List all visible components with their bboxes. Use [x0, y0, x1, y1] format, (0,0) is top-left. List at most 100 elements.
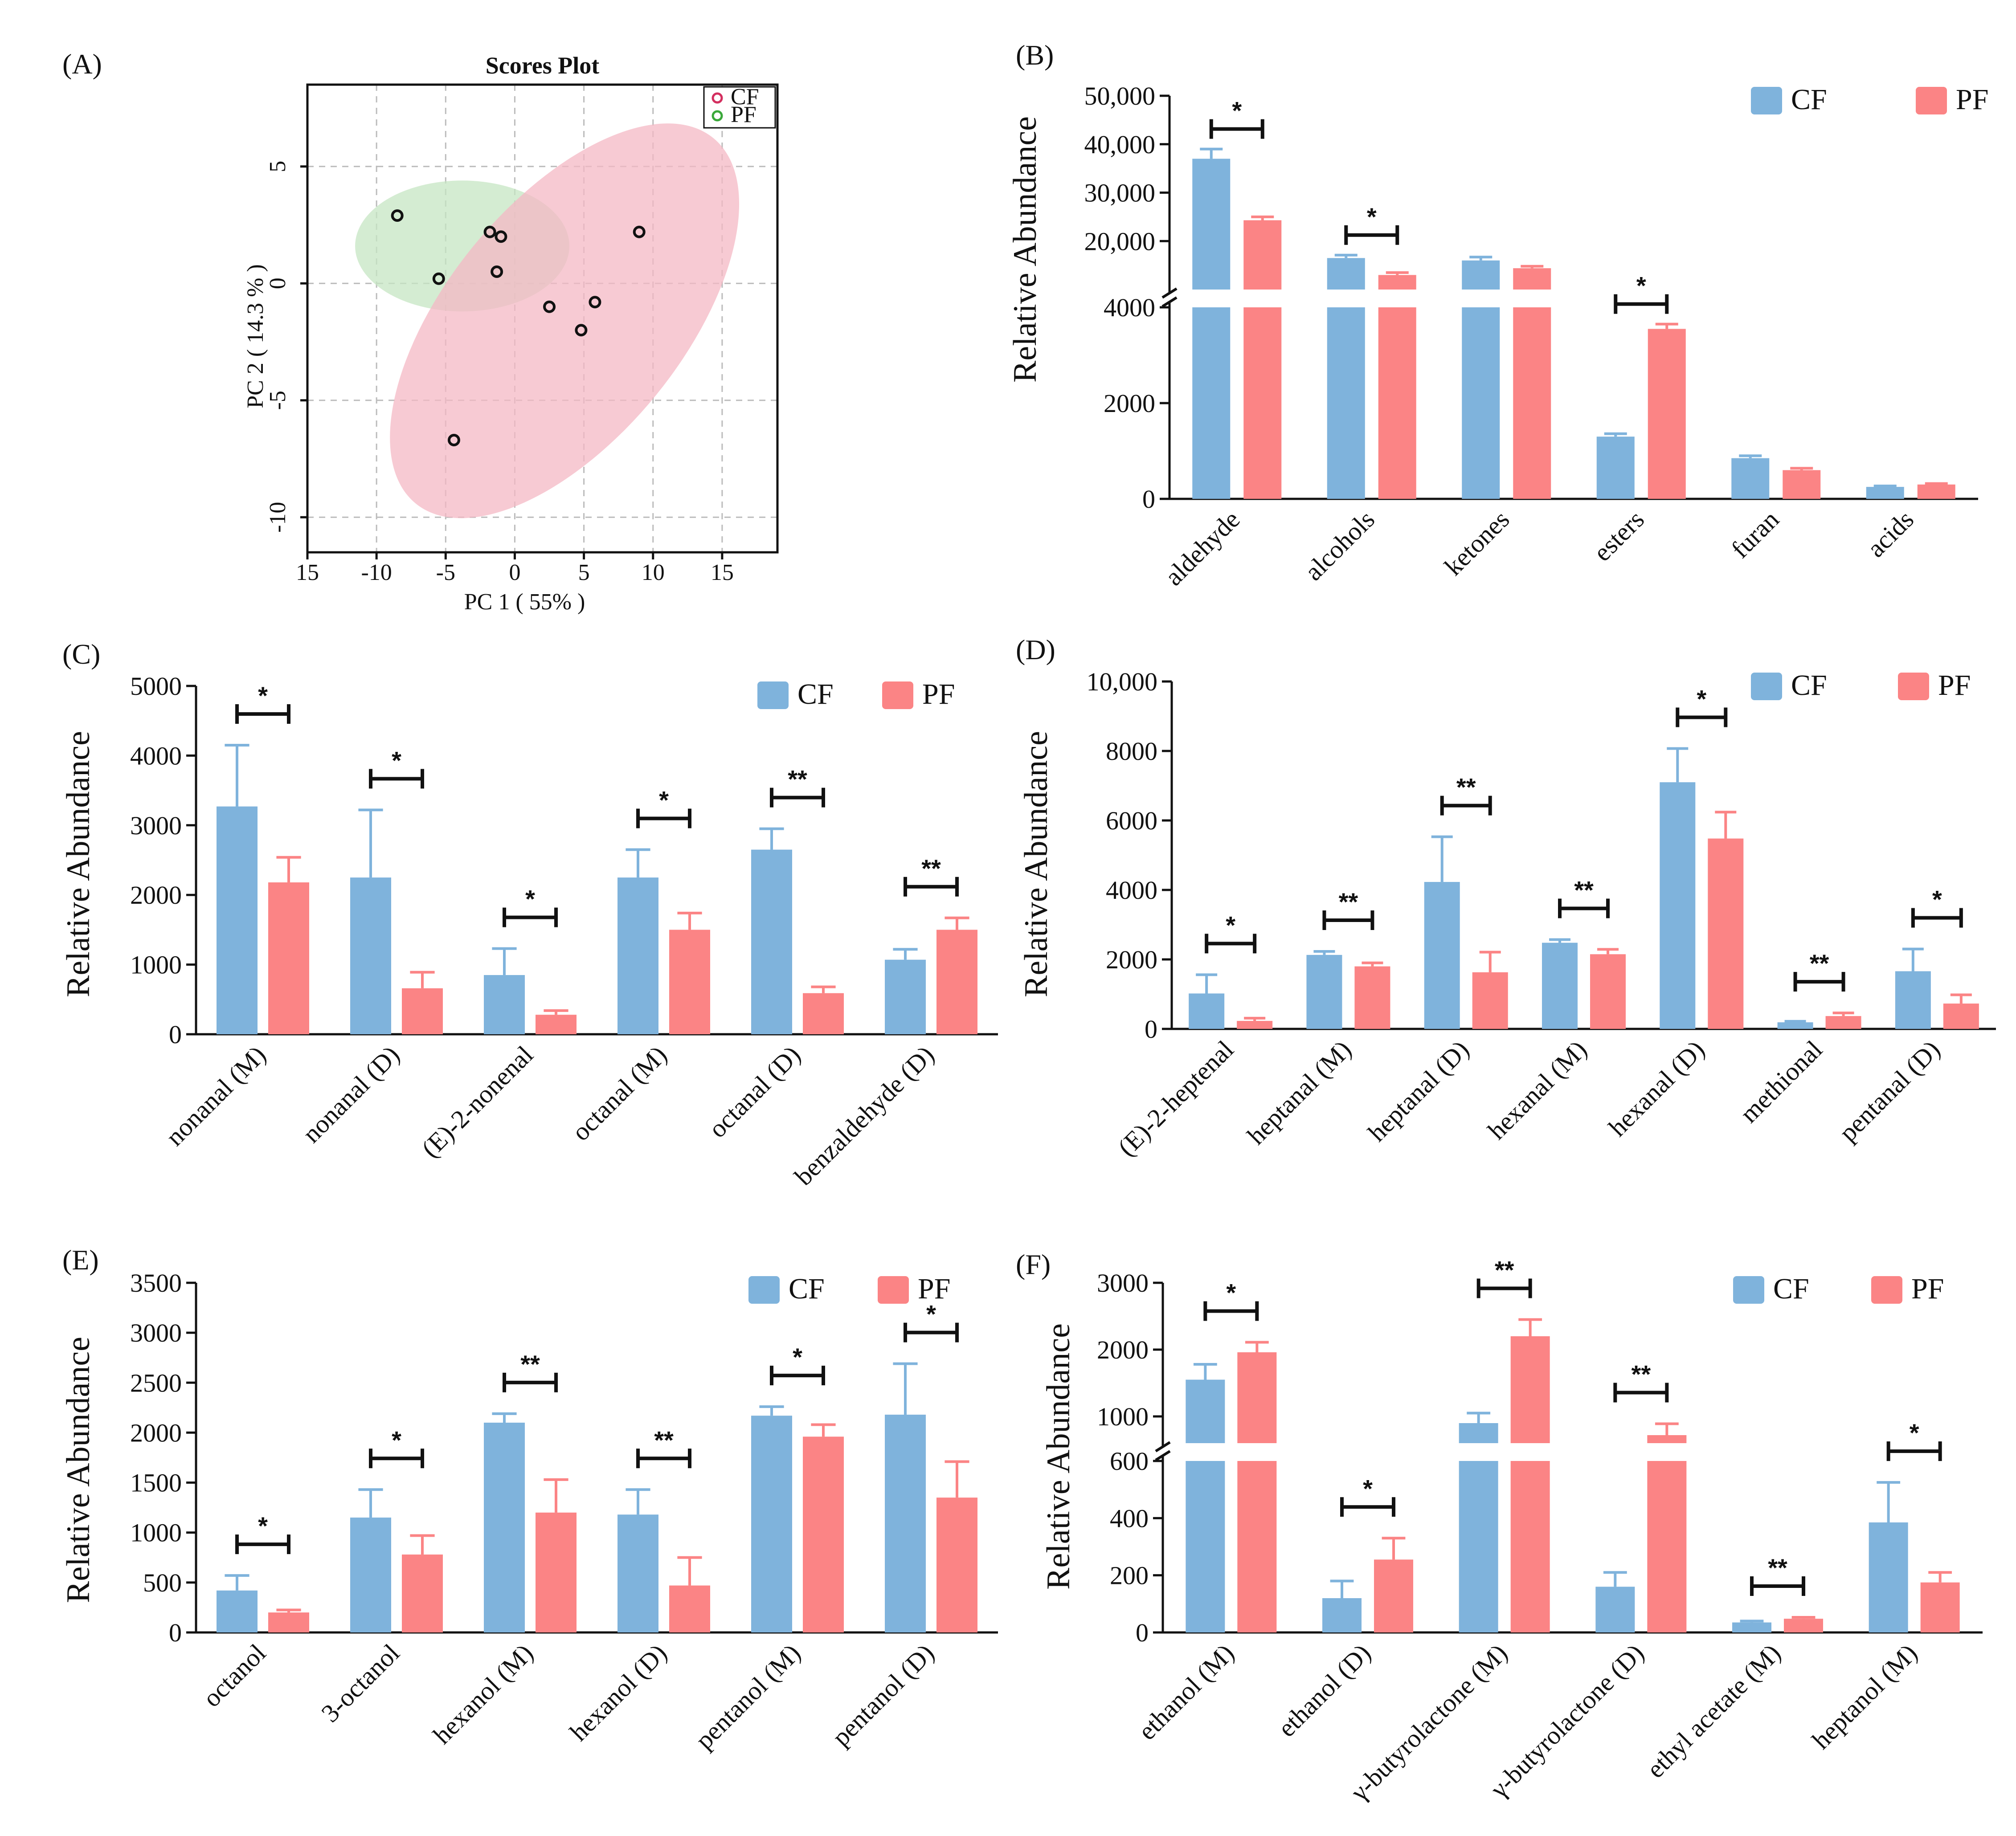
bar-cf-upper [1186, 1379, 1225, 1443]
bar-pf [402, 1554, 443, 1632]
bar-cf [885, 1415, 926, 1632]
bar-chart-d: (D) 0 2000 4000 6000 8000 10,000 Relative Abund… [1016, 634, 1996, 1162]
bar-cf [1895, 971, 1931, 1029]
x-tick-label: -10 [361, 560, 392, 585]
legend-label-pf: PF [1956, 83, 1988, 116]
significance-bracket [1793, 972, 1845, 992]
significance-bracket [1440, 796, 1492, 816]
y-tick-label: 0 [1142, 485, 1155, 514]
significance-bracket [1203, 1301, 1259, 1321]
bar-cf [751, 849, 792, 1034]
y-tick-label: -5 [265, 391, 290, 410]
significance-bracket [235, 1534, 290, 1554]
significance-marker: * [1226, 1279, 1236, 1307]
score-point-pf [391, 209, 404, 222]
bar-cf [1322, 1598, 1362, 1632]
y-tick-label: 2000 [130, 1418, 182, 1447]
y-tick-label: 0 [169, 1618, 182, 1647]
y-tick-label: 2500 [130, 1368, 182, 1397]
bar-cf [1459, 1461, 1498, 1632]
y-tick-label: 0 [169, 1020, 182, 1049]
significance-bracket [235, 704, 290, 724]
bar-cf-upper [1192, 159, 1231, 290]
significance-marker: ** [520, 1350, 540, 1378]
significance-bracket [1676, 707, 1728, 727]
x-category-label: hexanal (D) [1603, 1035, 1710, 1142]
confidence-ellipse-cf [390, 123, 740, 518]
y-tick-label: 50,000 [1084, 82, 1156, 110]
chart-title: Scores Plot [486, 52, 599, 79]
legend-label-pf: PF [1911, 1273, 1944, 1305]
x-category-label: ethanol (M) [1133, 1638, 1240, 1746]
x-category-label: methional [1734, 1035, 1828, 1128]
y-tick-label: 3000 [1097, 1269, 1149, 1297]
x-category-label: ethyl acetate (M) [1641, 1638, 1786, 1783]
bar-chart-e: (E) 0 500 1000 1500 2000 2500 3000 3500 Relative … [60, 1244, 998, 1754]
legend-label-cf: CF [1791, 669, 1827, 702]
significance-bracket [1340, 1497, 1395, 1517]
bar-pf-upper [1647, 1435, 1687, 1443]
bar-cf [617, 1514, 658, 1632]
bar-cf [1462, 307, 1500, 499]
y-tick-label: 200 [1110, 1561, 1149, 1590]
bar-pf [1943, 1004, 1979, 1029]
x-tick-label: 15 [711, 560, 734, 585]
bar-pf-upper [1378, 275, 1416, 290]
bar-cf [217, 806, 258, 1034]
y-axis-label: Relative Abundance [1040, 1323, 1077, 1590]
x-tick-label: 5 [578, 560, 590, 585]
x-category-label: ethanol (D) [1272, 1638, 1376, 1742]
y-tick-label: 40,000 [1084, 130, 1156, 159]
significance-marker: * [1910, 1419, 1919, 1447]
bar-pf [1472, 972, 1508, 1029]
x-category-label: acids [1861, 505, 1919, 563]
bar-pf-upper [1243, 220, 1282, 290]
x-category-label: 3-octanol [315, 1638, 405, 1728]
significance-bracket [369, 1448, 424, 1469]
x-category-label: γ-butyrolactone (D) [1484, 1638, 1649, 1803]
score-point-cf [589, 296, 601, 309]
significance-marker: * [1636, 272, 1646, 300]
y-tick-label: 4000 [130, 741, 182, 770]
legend-marker-pf [712, 110, 723, 122]
legend-swatch-cf [1751, 673, 1782, 700]
x-axis-label: PC 1 ( 55% ) [464, 589, 585, 615]
legend-label-pf: PF [1938, 669, 1971, 702]
y-tick-label: 2000 [130, 881, 182, 910]
significance-bracket [904, 1322, 959, 1342]
y-tick-label: 4000 [1104, 293, 1155, 322]
x-tick-label: 10 [642, 560, 665, 585]
significance-marker: * [1226, 911, 1235, 939]
bar-pf [1708, 838, 1744, 1029]
pca-scores-plot: (A) Scores Plot 15 -10 -5 0 5 10 15 -10 -5 0 5 PC 1 (… [62, 48, 779, 615]
x-category-label: pentanol (D) [826, 1638, 940, 1751]
bar-pf [1784, 1619, 1823, 1632]
y-axis-label: Relative Abundance [1018, 731, 1055, 997]
bar-cf [1596, 437, 1635, 499]
x-category-label: esters [1588, 505, 1650, 567]
x-tick-label: -5 [436, 560, 455, 585]
panel-label: (B) [1016, 39, 1054, 71]
bar-pf [1590, 954, 1626, 1029]
bar-cf [1732, 1622, 1771, 1632]
bar-pf-upper [1237, 1352, 1277, 1443]
significance-bracket [1911, 908, 1963, 928]
significance-bracket [503, 1372, 558, 1392]
axis-break-mark [1155, 1450, 1171, 1461]
significance-bracket [1322, 910, 1374, 930]
legend-swatch-cf [748, 1276, 780, 1304]
panel-d-aldehydes: (D) 0 2000 4000 6000 8000 10,000 Relative Abund… [1002, 615, 2016, 1234]
bar-cf [1777, 1022, 1813, 1029]
score-point-pf [483, 225, 496, 238]
bar-cf [1869, 1522, 1908, 1632]
panel-label: (E) [62, 1244, 99, 1276]
x-category-label: furan [1726, 505, 1784, 563]
bar-pf [1510, 1461, 1550, 1632]
x-tick-label: 0 [509, 560, 520, 585]
significance-marker: * [1367, 203, 1377, 231]
y-axis-label: Relative Abundance [1007, 116, 1043, 383]
panel-c-aldehydes: (C) 0 1000 2000 3000 4000 5000 Relative Abundan… [0, 615, 1002, 1234]
bar-cf [1424, 882, 1460, 1029]
bar-cf [1542, 942, 1578, 1029]
panel-label: (D) [1016, 634, 1055, 665]
